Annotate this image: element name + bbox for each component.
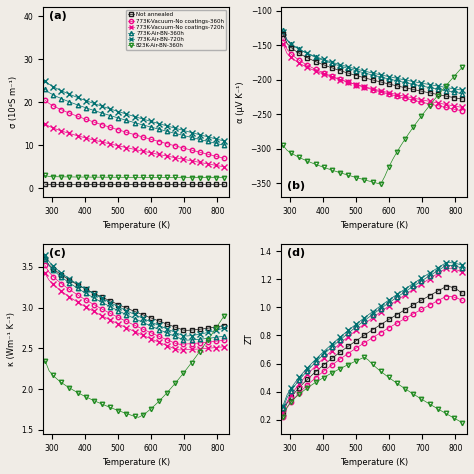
X-axis label: Temperature (K): Temperature (K) xyxy=(102,458,170,467)
X-axis label: Temperature (K): Temperature (K) xyxy=(340,458,408,467)
Y-axis label: α (μV K⁻¹): α (μV K⁻¹) xyxy=(236,82,245,123)
Y-axis label: σ (10⁴S m⁻¹): σ (10⁴S m⁻¹) xyxy=(9,76,18,128)
Y-axis label: ZT: ZT xyxy=(245,334,254,344)
X-axis label: Temperature (K): Temperature (K) xyxy=(340,221,408,230)
Text: (c): (c) xyxy=(49,248,66,258)
X-axis label: Temperature (K): Temperature (K) xyxy=(102,221,170,230)
Text: (d): (d) xyxy=(287,248,305,258)
Text: (b): (b) xyxy=(287,182,305,191)
Y-axis label: κ (Wm⁻¹ K⁻¹): κ (Wm⁻¹ K⁻¹) xyxy=(7,312,16,366)
Legend: Not annealed, 773K-Vacuum-No coatings-360h, 773K-Vacuum-No coatings-720h, 773K-A: Not annealed, 773K-Vacuum-No coatings-36… xyxy=(126,10,226,50)
Text: (a): (a) xyxy=(49,11,67,21)
